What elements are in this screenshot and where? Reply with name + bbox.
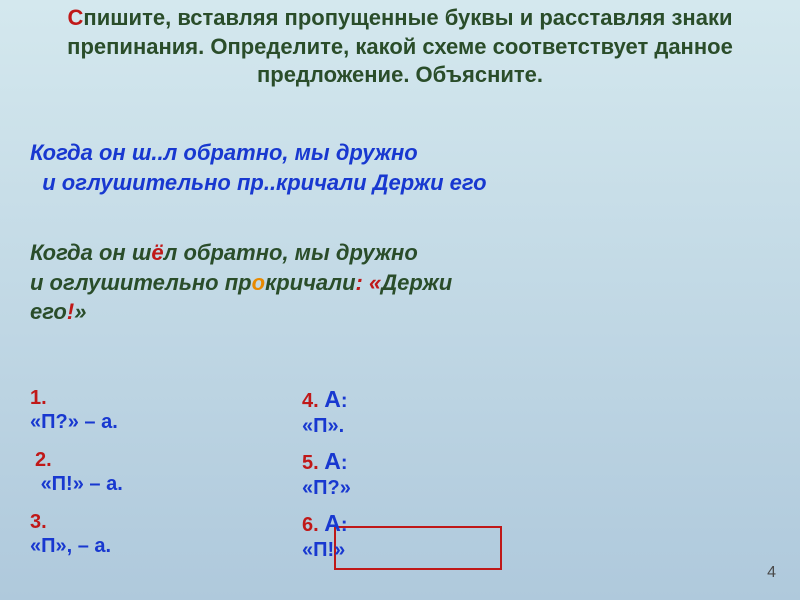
task-line-1: Когда он ш..л обратно, мы дружно — [30, 140, 418, 165]
answer-quoted2: его — [30, 299, 67, 324]
answer-pre1: Когда он ш — [30, 240, 151, 265]
page-number: 4 — [767, 564, 776, 582]
title-first-letter: С — [68, 5, 84, 30]
scheme-3-num: 3. — [30, 511, 47, 533]
scheme-6-colon: : — [341, 514, 348, 536]
scheme-5-pattern: «П?» — [302, 477, 351, 499]
answer-pre2: и оглушительно пр — [30, 270, 252, 295]
answer-hl1: ё — [151, 240, 163, 265]
slide: Спишите, вставляя пропущенные буквы и ра… — [0, 0, 800, 600]
answer-colon: : « — [356, 270, 382, 295]
task-line-2: и оглушительно пр..кричали Держи его — [42, 170, 486, 195]
answer-close: » — [74, 299, 86, 324]
scheme-6-pattern: «П!» — [302, 539, 345, 561]
scheme-4-colon: : — [341, 390, 348, 412]
answer-highlight-box — [334, 526, 502, 570]
scheme-1-pattern: «П?» – а. — [30, 411, 118, 433]
scheme-1-num: 1. — [30, 387, 47, 409]
answer-post1: л обратно, мы дружно — [164, 240, 418, 265]
scheme-4-num: 4. — [302, 390, 324, 412]
scheme-3-pattern: «П», – а. — [30, 535, 111, 557]
scheme-6: 6. А: «П!» — [302, 510, 348, 562]
task-title: Спишите, вставляя пропущенные буквы и ра… — [40, 4, 760, 90]
scheme-5-a: А — [324, 448, 341, 474]
scheme-2-pattern: «П!» – а. — [41, 473, 123, 495]
scheme-5-colon: : — [341, 452, 348, 474]
answer-hl2: о — [252, 270, 265, 295]
task-sentence: Когда он ш..л обратно, мы дружно и оглуш… — [30, 138, 740, 197]
scheme-2-num: 2. — [35, 449, 52, 471]
answer-post2: кричали — [265, 270, 355, 295]
scheme-4: 4. А: «П». — [302, 386, 348, 438]
scheme-5: 5. А: «П?» — [302, 448, 351, 500]
answer-sentence: Когда он шёл обратно, мы дружно и оглуши… — [30, 238, 710, 327]
scheme-6-num: 6. — [302, 514, 324, 536]
scheme-6-a: А — [324, 510, 341, 536]
scheme-4-a: А — [324, 386, 341, 412]
scheme-2: 2. «П!» – а. — [35, 448, 123, 496]
scheme-1: 1. «П?» – а. — [30, 386, 118, 434]
scheme-4-pattern: «П». — [302, 415, 344, 437]
scheme-3: 3. «П», – а. — [30, 510, 111, 558]
title-rest: пишите, вставляя пропущенные буквы и рас… — [67, 5, 733, 87]
answer-quoted: Держи — [381, 270, 452, 295]
scheme-5-num: 5. — [302, 452, 324, 474]
